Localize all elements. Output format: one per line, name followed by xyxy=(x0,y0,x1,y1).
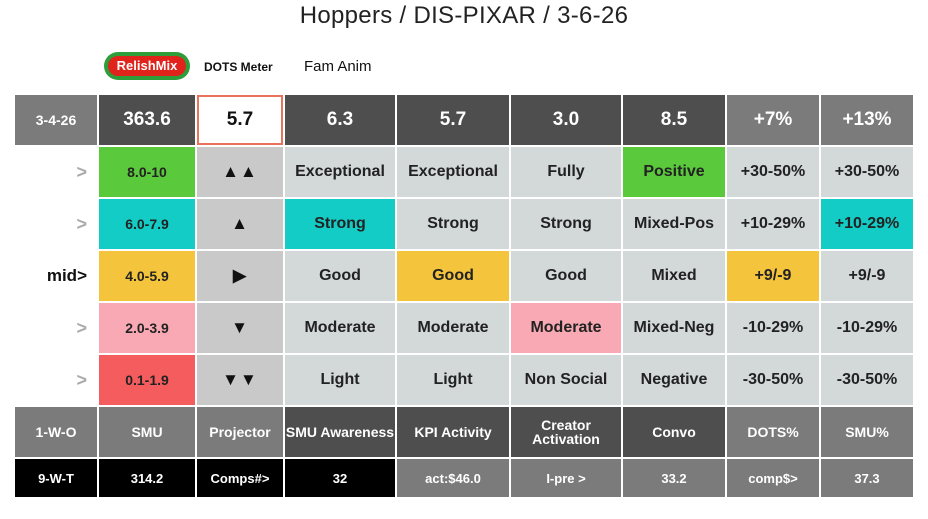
level-range-0: 8.0-10 xyxy=(99,147,195,197)
top-cell-3: 6.3 xyxy=(285,95,395,145)
level-4-col-6: Negative xyxy=(623,355,725,405)
level-1-col-3: Strong xyxy=(285,199,395,249)
level-4-col-5: Non Social xyxy=(511,355,621,405)
level-2-col-7: +9/-9 xyxy=(727,251,819,301)
header-cell-6: Convo xyxy=(623,407,725,457)
header-cell-2: Projector xyxy=(197,407,283,457)
level-0-col-7: +30-50% xyxy=(727,147,819,197)
level-range-2: 4.0-5.9 xyxy=(99,251,195,301)
header-cell-8: SMU% xyxy=(821,407,913,457)
level-0-col-4: Exceptional xyxy=(397,147,509,197)
level-3-col-8: -10-29% xyxy=(821,303,913,353)
top-cell-8: +13% xyxy=(821,95,913,145)
top-cell-5: 3.0 xyxy=(511,95,621,145)
header-cell-5: Creator Activation xyxy=(511,407,621,457)
level-arrow-4: ▼▼ xyxy=(197,355,283,405)
relishmix-logo: RelishMix xyxy=(104,52,190,80)
level-range-1: 6.0-7.9 xyxy=(99,199,195,249)
level-2-col-5: Good xyxy=(511,251,621,301)
header-cell-7: DOTS% xyxy=(727,407,819,457)
level-2-col-3: Good xyxy=(285,251,395,301)
level-label-0: > xyxy=(15,147,97,197)
top-cell-0: 3-4-26 xyxy=(15,95,97,145)
bottom-cell-0: 9-W-T xyxy=(15,459,97,497)
top-cell-7: +7% xyxy=(727,95,819,145)
top-cell-2: 5.7 xyxy=(197,95,283,145)
header-cell-0: 1-W-O xyxy=(15,407,97,457)
bottom-cell-5: I-pre > xyxy=(511,459,621,497)
level-arrow-0: ▲▲ xyxy=(197,147,283,197)
header-cell-4: KPI Activity xyxy=(397,407,509,457)
level-3-col-3: Moderate xyxy=(285,303,395,353)
level-range-4: 0.1-1.9 xyxy=(99,355,195,405)
logo-text: RelishMix xyxy=(108,56,186,76)
bottom-cell-7: comp$> xyxy=(727,459,819,497)
level-2-col-8: +9/-9 xyxy=(821,251,913,301)
level-1-col-4: Strong xyxy=(397,199,509,249)
level-1-col-6: Mixed-Pos xyxy=(623,199,725,249)
header-cell-3: SMU Awareness xyxy=(285,407,395,457)
page-title: Hoppers / DIS-PIXAR / 3-6-26 xyxy=(299,2,629,29)
level-1-col-8: +10-29% xyxy=(821,199,913,249)
level-0-col-8: +30-50% xyxy=(821,147,913,197)
level-label-1: > xyxy=(15,199,97,249)
level-4-col-3: Light xyxy=(285,355,395,405)
bottom-cell-6: 33.2 xyxy=(623,459,725,497)
level-1-col-7: +10-29% xyxy=(727,199,819,249)
header-cell-1: SMU xyxy=(99,407,195,457)
bottom-cell-8: 37.3 xyxy=(821,459,913,497)
bottom-cell-1: 314.2 xyxy=(99,459,195,497)
level-0-col-6: Positive xyxy=(623,147,725,197)
bottom-cell-3: 32 xyxy=(285,459,395,497)
bottom-cell-4: act:$46.0 xyxy=(397,459,509,497)
top-cell-6: 8.5 xyxy=(623,95,725,145)
level-range-3: 2.0-3.9 xyxy=(99,303,195,353)
dots-meter-label: DOTS Meter xyxy=(204,60,273,74)
level-arrow-3: ▼ xyxy=(197,303,283,353)
level-arrow-2: ▶ xyxy=(197,251,283,301)
level-4-col-4: Light xyxy=(397,355,509,405)
level-0-col-5: Fully xyxy=(511,147,621,197)
level-4-col-7: -30-50% xyxy=(727,355,819,405)
level-3-col-5: Moderate xyxy=(511,303,621,353)
level-4-col-8: -30-50% xyxy=(821,355,913,405)
level-3-col-6: Mixed-Neg xyxy=(623,303,725,353)
level-2-col-6: Mixed xyxy=(623,251,725,301)
bottom-cell-2: Comps#> xyxy=(197,459,283,497)
level-2-col-4: Good xyxy=(397,251,509,301)
level-label-4: > xyxy=(15,355,97,405)
level-0-col-3: Exceptional xyxy=(285,147,395,197)
level-label-2: mid> xyxy=(15,251,97,301)
top-cell-4: 5.7 xyxy=(397,95,509,145)
level-3-col-7: -10-29% xyxy=(727,303,819,353)
level-label-3: > xyxy=(15,303,97,353)
top-cell-1: 363.6 xyxy=(99,95,195,145)
fam-anim-label: Fam Anim xyxy=(304,58,372,75)
level-3-col-4: Moderate xyxy=(397,303,509,353)
level-arrow-1: ▲ xyxy=(197,199,283,249)
level-1-col-5: Strong xyxy=(511,199,621,249)
